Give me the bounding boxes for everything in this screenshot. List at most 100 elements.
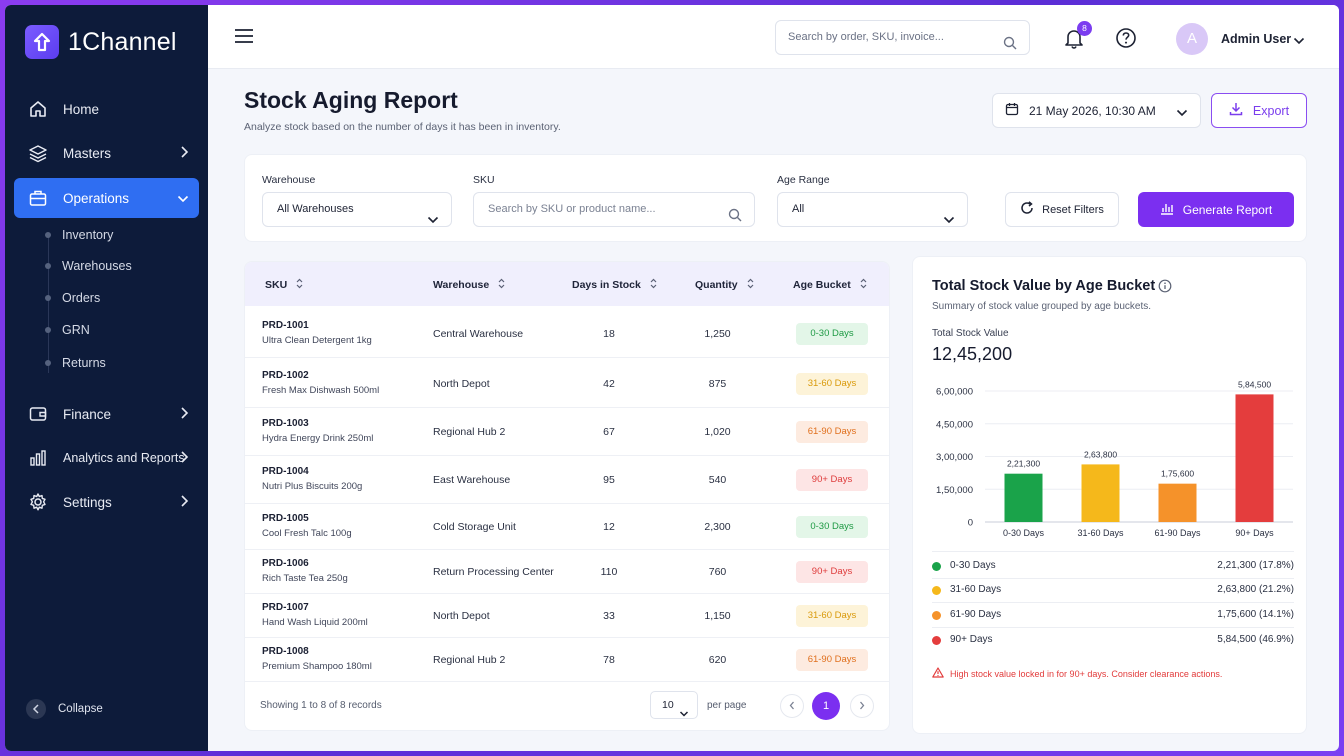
chevron-right-icon <box>179 145 189 162</box>
sidebar-item-finance[interactable]: Finance <box>14 394 199 434</box>
table-row[interactable]: PRD-1005 Cool Fresh Talc 100g Cold Storage… <box>245 504 889 550</box>
logo-text: 1Channel <box>68 27 177 56</box>
table-row[interactable]: PRD-1003 Hydra Energy Drink 250ml Regional… <box>245 408 889 456</box>
previous-page-button[interactable] <box>780 694 804 718</box>
logo[interactable]: 1Channel <box>25 25 177 59</box>
total-stock-value: 12,45,200 <box>932 344 1013 364</box>
chevron-down-icon[interactable] <box>1293 33 1305 51</box>
sidebar-item-settings[interactable]: Settings <box>14 482 199 522</box>
sidebar-subitem-label: Warehouses <box>62 259 132 273</box>
sku-cell: PRD-1007 Hand Wash Liquid 200ml <box>262 602 368 628</box>
legend-separator <box>932 578 1294 579</box>
user-name[interactable]: Admin User <box>1221 32 1292 46</box>
bar-4 <box>1235 394 1274 522</box>
search-icon <box>1003 31 1017 64</box>
date-picker[interactable]: 21 May 2026, 10:30 AM <box>992 93 1201 128</box>
x-tick-label: 0-30 Days <box>1003 528 1045 538</box>
chevron-left-icon <box>789 697 795 715</box>
sidebar-item-analytics[interactable]: Analytics and Reports <box>14 438 199 478</box>
sidebar-subitem-warehouses[interactable]: Warehouses <box>45 259 132 273</box>
days-in-stock-cell: 12 <box>603 521 615 533</box>
reset-filters-button[interactable]: Reset Filters <box>1005 192 1119 227</box>
warehouse-select[interactable]: All Warehouses <box>262 192 452 227</box>
x-tick-label: 90+ Days <box>1235 528 1274 538</box>
days-in-stock-cell: 42 <box>603 378 615 390</box>
product-name: Premium Shampoo 180ml <box>262 661 372 672</box>
per-page-select[interactable]: 10 <box>650 691 698 719</box>
sku-search-input[interactable]: Search by SKU or product name... <box>473 192 755 227</box>
info-icon[interactable] <box>1158 279 1172 298</box>
bar-chart-icon <box>28 448 48 468</box>
warehouse-filter-label: Warehouse <box>262 174 316 186</box>
sidebar-subitem-inventory[interactable]: Inventory <box>45 228 113 242</box>
quantity-cell: 1,250 <box>704 328 731 340</box>
product-name: Fresh Max Dishwash 500ml <box>262 385 380 396</box>
generate-report-label: Generate Report <box>1182 202 1273 217</box>
legend-separator <box>932 602 1294 603</box>
per-page-value: 10 <box>662 699 674 711</box>
layers-icon <box>28 143 48 163</box>
age-range-select[interactable]: All <box>777 192 968 227</box>
quantity-cell: 1,150 <box>704 610 731 622</box>
notification-bell-icon[interactable] <box>1063 27 1085 54</box>
search-icon <box>728 203 742 236</box>
help-icon[interactable] <box>1115 27 1137 54</box>
reset-filters-label: Reset Filters <box>1042 203 1104 216</box>
table-row[interactable]: PRD-1004 Nutri Plus Biscuits 200g East War… <box>245 456 889 504</box>
global-search-input[interactable]: Search by order, SKU, invoice... <box>775 20 1030 55</box>
total-stock-value-label: Total Stock Value <box>932 328 1009 339</box>
export-button[interactable]: Export <box>1211 93 1307 128</box>
collapse-sidebar-button[interactable]: Collapse <box>26 699 103 719</box>
download-icon <box>1229 102 1243 119</box>
column-header-warehouse[interactable]: Warehouse <box>433 278 505 292</box>
table-row[interactable]: PRD-1008 Premium Shampoo 180ml Regional Hu… <box>245 638 889 682</box>
table-row[interactable]: PRD-1007 Hand Wash Liquid 200ml North Depo… <box>245 594 889 638</box>
quantity-cell: 620 <box>708 654 727 666</box>
x-tick-label: 31-60 Days <box>1077 528 1124 538</box>
table-row[interactable]: PRD-1001 Ultra Clean Detergent 1kg Central… <box>245 310 889 358</box>
quantity-cell: 875 <box>708 378 727 390</box>
generate-report-button[interactable]: Generate Report <box>1138 192 1294 227</box>
sidebar-item-operations[interactable]: Operations <box>14 178 199 218</box>
warehouse-cell: Central Warehouse <box>433 328 524 340</box>
age-bucket-badge: 0-30 Days <box>796 516 868 538</box>
next-page-button[interactable] <box>850 694 874 718</box>
sidebar-subitem-grn[interactable]: GRN <box>45 323 90 337</box>
chart-subtitle: Summary of stock value grouped by age bu… <box>932 301 1152 312</box>
column-header-age-bucket[interactable]: Age Bucket <box>793 278 867 292</box>
column-header-sku[interactable]: SKU <box>265 278 303 292</box>
sidebar-item-home[interactable]: Home <box>14 89 199 129</box>
app-frame: 1Channel Home Masters <box>5 5 1339 751</box>
gear-icon <box>28 492 48 512</box>
page-button-current[interactable]: 1 <box>812 692 840 720</box>
legend-value: 5,84,500 (46.9%) <box>1217 634 1294 645</box>
bullet-icon <box>45 295 51 301</box>
chevron-left-icon <box>26 699 46 719</box>
product-name: Hand Wash Liquid 200ml <box>262 617 368 628</box>
legend-value: 2,21,300 (17.8%) <box>1217 560 1294 571</box>
column-header-days-in-stock[interactable]: Days in Stock <box>572 278 657 292</box>
sku-cell: PRD-1002 Fresh Max Dishwash 500ml <box>262 370 379 396</box>
legend-value: 2,63,800 (21.2%) <box>1217 584 1294 595</box>
y-tick-label: 4,50,000 <box>936 419 973 430</box>
legend-label: 31-60 Days <box>950 584 1002 595</box>
sidebar-subitem-orders[interactable]: Orders <box>45 291 100 305</box>
column-header-label: Warehouse <box>433 279 490 291</box>
user-avatar[interactable]: A <box>1176 23 1208 55</box>
chevron-down-icon <box>177 192 189 207</box>
column-header-label: Age Bucket <box>793 279 851 291</box>
age-bucket-badge: 31-60 Days <box>796 605 868 627</box>
stock-value-chart-card: Total Stock Value by Age Bucket Summary … <box>912 256 1307 734</box>
table-row[interactable]: PRD-1006 Rich Taste Tea 250g Return Proces… <box>245 550 889 594</box>
table-row[interactable]: PRD-1002 Fresh Max Dishwash 500ml North De… <box>245 360 889 408</box>
column-header-quantity[interactable]: Quantity <box>695 278 754 292</box>
sku-code: PRD-1007 <box>262 602 309 613</box>
sidebar-subitem-returns[interactable]: Returns <box>45 356 106 370</box>
sidebar-subitem-label: Inventory <box>62 228 114 242</box>
sku-code: PRD-1003 <box>262 418 309 429</box>
days-in-stock-cell: 78 <box>603 654 615 666</box>
legend-swatch <box>932 586 941 595</box>
sidebar-item-masters[interactable]: Masters <box>14 133 199 173</box>
hamburger-menu-icon[interactable] <box>235 29 253 48</box>
page-subtitle: Analyze stock based on the number of day… <box>244 121 561 133</box>
